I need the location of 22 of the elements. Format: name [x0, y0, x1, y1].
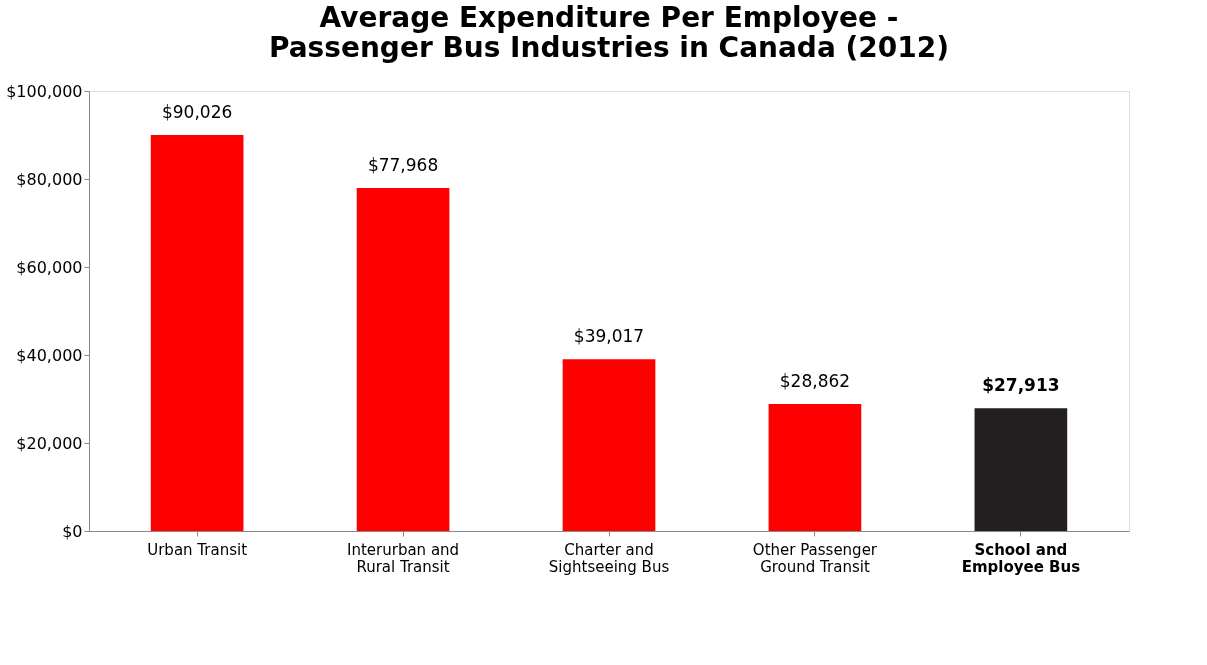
y-tick-label: $100,000	[6, 81, 83, 101]
data-label: $27,913	[982, 375, 1060, 396]
y-tick-label: $40,000	[16, 345, 83, 365]
bar	[150, 134, 244, 531]
data-label: $77,968	[367, 154, 439, 175]
x-tick-label: Interurban and Rural Transit	[347, 540, 460, 576]
y-tick-label: $60,000	[16, 257, 83, 277]
y-tick-label: $20,000	[16, 433, 83, 453]
data-label: $39,017	[573, 326, 645, 347]
y-tick-label: $80,000	[16, 169, 83, 189]
text: Average Expenditure Per Employee -	[319, 1, 899, 34]
bar	[768, 404, 862, 531]
bar	[974, 408, 1068, 531]
data-label: $28,862	[779, 371, 851, 392]
x-tick-label: Other Passenger Ground Transit	[752, 540, 878, 576]
bar	[356, 187, 450, 531]
bar	[562, 359, 656, 531]
x-tick-label: Urban Transit	[147, 540, 248, 559]
x-tick-label: Charter and Sightseeing Bus	[548, 540, 670, 576]
y-tick-label: $0	[62, 521, 83, 541]
data-label: $90,026	[161, 101, 233, 122]
x-tick-label: School and Employee Bus	[961, 540, 1081, 576]
